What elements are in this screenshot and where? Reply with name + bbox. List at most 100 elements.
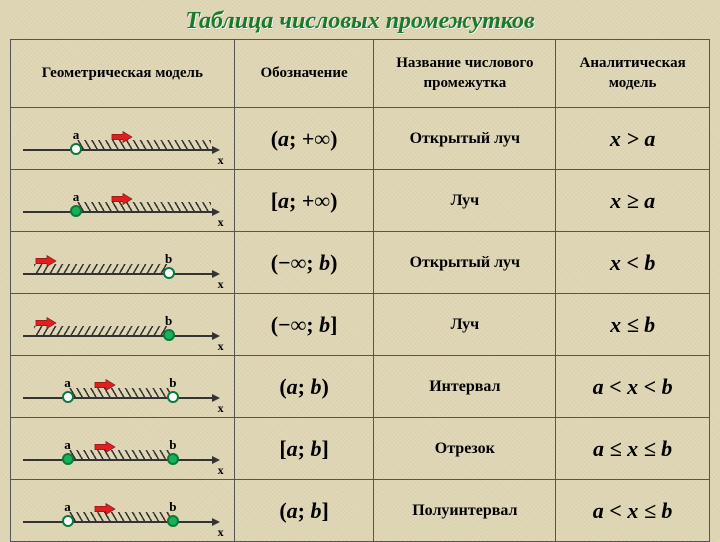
number-line-model: x a b bbox=[17, 361, 228, 413]
cell-notation: (a; +∞) bbox=[234, 108, 374, 170]
interval-name: Открытый луч bbox=[410, 254, 520, 271]
number-line-model: x b bbox=[17, 299, 228, 351]
interval-name: Отрезок bbox=[435, 440, 495, 457]
formula-text: x ≤ b bbox=[610, 312, 655, 337]
cell-formula: x ≥ a bbox=[556, 170, 710, 232]
hatch-region bbox=[68, 388, 173, 398]
interval-name: Луч bbox=[451, 192, 480, 209]
hatch-region bbox=[68, 512, 173, 522]
axis-label: x bbox=[218, 339, 224, 354]
endpoint-closed bbox=[167, 515, 179, 527]
header-analytic: Аналитическая модель bbox=[556, 40, 710, 108]
cell-geometric: x a b bbox=[11, 356, 235, 418]
notation-text: (a; +∞) bbox=[271, 126, 338, 151]
endpoint-closed bbox=[70, 205, 82, 217]
notation-text: [a; b] bbox=[279, 436, 328, 461]
table-row: x ab (a; b] Полуинтервал a < x ≤ b bbox=[11, 480, 710, 542]
formula-text: a < x < b bbox=[593, 374, 673, 399]
cell-formula: a ≤ x ≤ b bbox=[556, 418, 710, 480]
endpoint-open bbox=[70, 143, 82, 155]
cell-name: Открытый луч bbox=[374, 108, 556, 170]
cell-notation: [a; +∞) bbox=[234, 170, 374, 232]
direction-arrow-icon bbox=[94, 379, 116, 391]
endpoint-label: a bbox=[73, 189, 80, 205]
formula-text: a ≤ x ≤ b bbox=[593, 436, 672, 461]
cell-notation: (a; b] bbox=[234, 480, 374, 542]
endpoint-label: a bbox=[64, 375, 71, 391]
table-row: x b (−∞; b) Открытый луч x < b bbox=[11, 232, 710, 294]
endpoint-label: b bbox=[165, 313, 172, 329]
cell-geometric: x a bbox=[11, 108, 235, 170]
cell-formula: x > a bbox=[556, 108, 710, 170]
direction-arrow-icon bbox=[94, 503, 116, 515]
cell-name: Открытый луч bbox=[374, 232, 556, 294]
header-notation: Обозначение bbox=[234, 40, 374, 108]
endpoint-open bbox=[167, 391, 179, 403]
interval-name: Интервал bbox=[429, 378, 500, 395]
axis-label: x bbox=[218, 277, 224, 292]
cell-notation: (−∞; b) bbox=[234, 232, 374, 294]
interval-name: Луч bbox=[451, 316, 480, 333]
table-header-row: Геометрическая модель Обозначение Назван… bbox=[11, 40, 710, 108]
formula-text: x < b bbox=[610, 250, 656, 275]
intervals-table: Геометрическая модель Обозначение Назван… bbox=[10, 39, 710, 542]
endpoint-closed bbox=[163, 329, 175, 341]
cell-notation: [a; b] bbox=[234, 418, 374, 480]
endpoint-closed bbox=[62, 453, 74, 465]
cell-notation: (−∞; b] bbox=[234, 294, 374, 356]
notation-text: (a; b] bbox=[279, 498, 328, 523]
header-name: Название числового промежутка bbox=[374, 40, 556, 108]
direction-arrow-icon bbox=[111, 193, 133, 205]
number-line-model: x a bbox=[17, 113, 228, 165]
hatch-region bbox=[76, 202, 211, 212]
number-line-model: x a b bbox=[17, 423, 228, 475]
endpoint-open bbox=[163, 267, 175, 279]
formula-text: a < x ≤ b bbox=[593, 498, 673, 523]
axis-label: x bbox=[218, 463, 224, 478]
page-title: Таблица числовых промежутков bbox=[10, 8, 710, 35]
formula-text: x ≥ a bbox=[610, 188, 655, 213]
direction-arrow-icon bbox=[35, 317, 57, 329]
cell-geometric: x a b bbox=[11, 418, 235, 480]
endpoint-label: a bbox=[73, 127, 80, 143]
endpoint-open bbox=[62, 391, 74, 403]
table-row: x a b (a; b) Интервал a < x < b bbox=[11, 356, 710, 418]
endpoint-label: b bbox=[169, 437, 176, 453]
header-geometric: Геометрическая модель bbox=[11, 40, 235, 108]
cell-formula: x < b bbox=[556, 232, 710, 294]
cell-geometric: x b bbox=[11, 294, 235, 356]
interval-name: Открытый луч bbox=[410, 130, 520, 147]
axis-label: x bbox=[218, 153, 224, 168]
number-line-model: x ab bbox=[17, 485, 228, 537]
table-row: x a (a; +∞) Открытый луч x > a bbox=[11, 108, 710, 170]
cell-formula: a < x ≤ b bbox=[556, 480, 710, 542]
cell-formula: a < x < b bbox=[556, 356, 710, 418]
formula-text: x > a bbox=[610, 126, 656, 151]
cell-name: Интервал bbox=[374, 356, 556, 418]
endpoint-label: b bbox=[165, 251, 172, 267]
cell-geometric: x a bbox=[11, 170, 235, 232]
hatch-region bbox=[68, 450, 173, 460]
endpoint-label: b bbox=[169, 375, 176, 391]
hatch-region bbox=[76, 140, 211, 150]
endpoint-label: a bbox=[64, 499, 71, 515]
cell-geometric: x ab bbox=[11, 480, 235, 542]
cell-notation: (a; b) bbox=[234, 356, 374, 418]
endpoint-label: b bbox=[169, 499, 176, 515]
table-row: x a [a; +∞) Луч x ≥ a bbox=[11, 170, 710, 232]
cell-formula: x ≤ b bbox=[556, 294, 710, 356]
endpoint-label: a bbox=[64, 437, 71, 453]
cell-name: Полуинтервал bbox=[374, 480, 556, 542]
endpoint-open bbox=[62, 515, 74, 527]
number-line-model: x a bbox=[17, 175, 228, 227]
axis-label: x bbox=[218, 215, 224, 230]
cell-name: Отрезок bbox=[374, 418, 556, 480]
interval-name: Полуинтервал bbox=[412, 502, 517, 519]
table-row: x b (−∞; b] Луч x ≤ b bbox=[11, 294, 710, 356]
notation-text: (−∞; b) bbox=[271, 250, 338, 275]
axis-label: x bbox=[218, 401, 224, 416]
table-row: x a b [a; b] Отрезок a ≤ x ≤ b bbox=[11, 418, 710, 480]
endpoint-closed bbox=[167, 453, 179, 465]
notation-text: [a; +∞) bbox=[271, 188, 338, 213]
cell-name: Луч bbox=[374, 170, 556, 232]
